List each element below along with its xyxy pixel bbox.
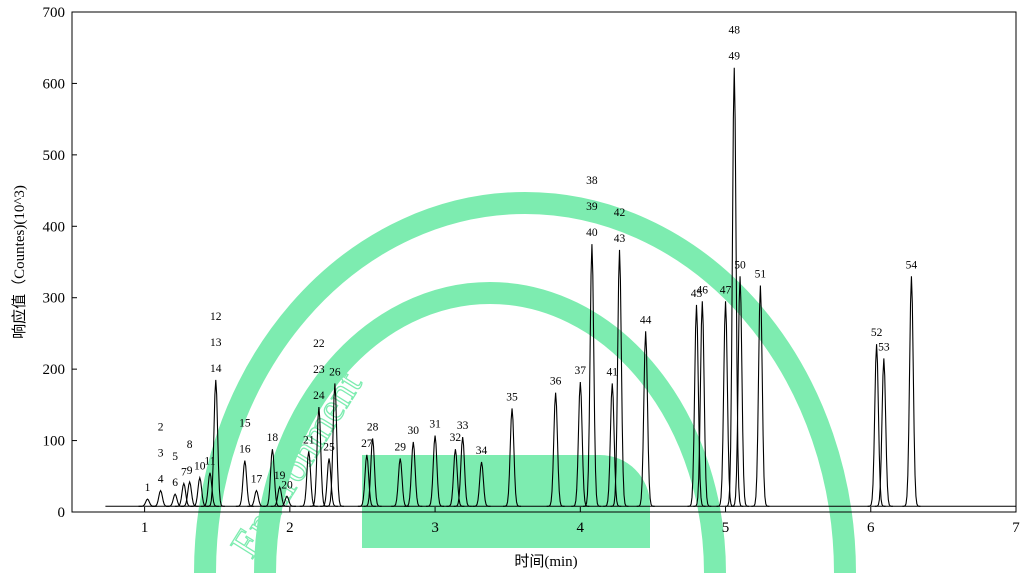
peak-label: 1 bbox=[145, 482, 151, 494]
peak-label: 11 bbox=[204, 456, 215, 468]
peak-label: 5 bbox=[172, 451, 178, 463]
peak-label: 42 bbox=[614, 207, 626, 219]
peak-label: 18 bbox=[267, 432, 279, 444]
peak bbox=[152, 491, 170, 507]
y-tick-label: 200 bbox=[43, 362, 66, 378]
y-tick-label: 0 bbox=[58, 505, 66, 521]
peak bbox=[902, 276, 920, 506]
peak-label: 53 bbox=[878, 341, 890, 353]
peak-label: 50 bbox=[734, 259, 746, 271]
peak-label: 29 bbox=[394, 441, 406, 453]
y-tick-label: 500 bbox=[43, 148, 66, 164]
y-tick-label: 300 bbox=[43, 291, 66, 307]
peak-label: 31 bbox=[429, 419, 441, 431]
peak-label: 3 bbox=[158, 448, 164, 460]
peak-label: 43 bbox=[614, 233, 626, 245]
peak-label: 28 bbox=[367, 421, 379, 433]
peak-label: 9 bbox=[187, 465, 193, 477]
peak bbox=[139, 499, 157, 506]
x-tick-label: 3 bbox=[431, 520, 439, 536]
peak-label: 8 bbox=[187, 439, 193, 451]
peak-label: 2 bbox=[158, 422, 164, 434]
x-tick-label: 5 bbox=[722, 520, 730, 536]
peak-label: 51 bbox=[755, 269, 767, 281]
x-tick-label: 1 bbox=[141, 520, 149, 536]
peak-label: 37 bbox=[575, 365, 587, 377]
peak-label: 14 bbox=[210, 363, 222, 375]
peak-label: 27 bbox=[361, 438, 373, 450]
peak-label: 46 bbox=[697, 284, 709, 296]
x-tick-label: 4 bbox=[577, 520, 585, 536]
y-tick-label: 100 bbox=[43, 434, 66, 450]
peak-label: 39 bbox=[586, 201, 598, 213]
watermark-shape bbox=[362, 455, 650, 548]
peak-label: 17 bbox=[251, 474, 263, 486]
x-tick-label: 7 bbox=[1012, 520, 1020, 536]
page: Environment 时间(min) 响应值（Countes)(10^3) 0… bbox=[0, 0, 1020, 573]
peak-label: 41 bbox=[607, 366, 619, 378]
peak-label: 21 bbox=[303, 434, 315, 446]
peak-label: 47 bbox=[720, 284, 732, 296]
peak-label: 6 bbox=[172, 477, 178, 489]
peak-label: 23 bbox=[313, 364, 325, 376]
peak-label: 15 bbox=[239, 418, 251, 430]
peak-label: 12 bbox=[210, 311, 222, 323]
peak-label: 54 bbox=[906, 259, 918, 271]
watermark: Environment bbox=[205, 203, 845, 573]
peak-label: 20 bbox=[281, 479, 293, 491]
y-tick-label: 700 bbox=[43, 5, 66, 21]
peak-label: 48 bbox=[729, 25, 741, 37]
peak-label: 52 bbox=[871, 327, 883, 339]
peak-label: 30 bbox=[408, 425, 420, 437]
peak-label: 22 bbox=[313, 338, 325, 350]
y-axis-label: 响应值（Countes)(10^3) bbox=[10, 185, 28, 339]
peak-label: 35 bbox=[506, 391, 518, 403]
peak-label: 44 bbox=[640, 314, 652, 326]
peak-label: 49 bbox=[729, 51, 741, 63]
y-tick-label: 400 bbox=[43, 219, 66, 235]
peak-label: 32 bbox=[450, 432, 462, 444]
peak-label: 38 bbox=[586, 175, 598, 187]
peak-label: 34 bbox=[476, 445, 488, 457]
peak-label: 16 bbox=[239, 444, 251, 456]
peak-label: 33 bbox=[457, 420, 469, 432]
peak-label: 24 bbox=[313, 390, 325, 402]
peak-label: 26 bbox=[329, 366, 341, 378]
x-tick-label: 2 bbox=[286, 520, 294, 536]
peak-label: 4 bbox=[158, 474, 164, 486]
y-tick-label: 600 bbox=[43, 76, 66, 92]
x-tick-label: 6 bbox=[867, 520, 875, 536]
chart: Environment 时间(min) 响应值（Countes)(10^3) 0… bbox=[0, 0, 1020, 573]
peak-label: 40 bbox=[586, 227, 598, 239]
peak-label: 36 bbox=[550, 376, 562, 388]
peak-label: 13 bbox=[210, 337, 222, 349]
x-axis-label: 时间(min) bbox=[514, 553, 577, 570]
